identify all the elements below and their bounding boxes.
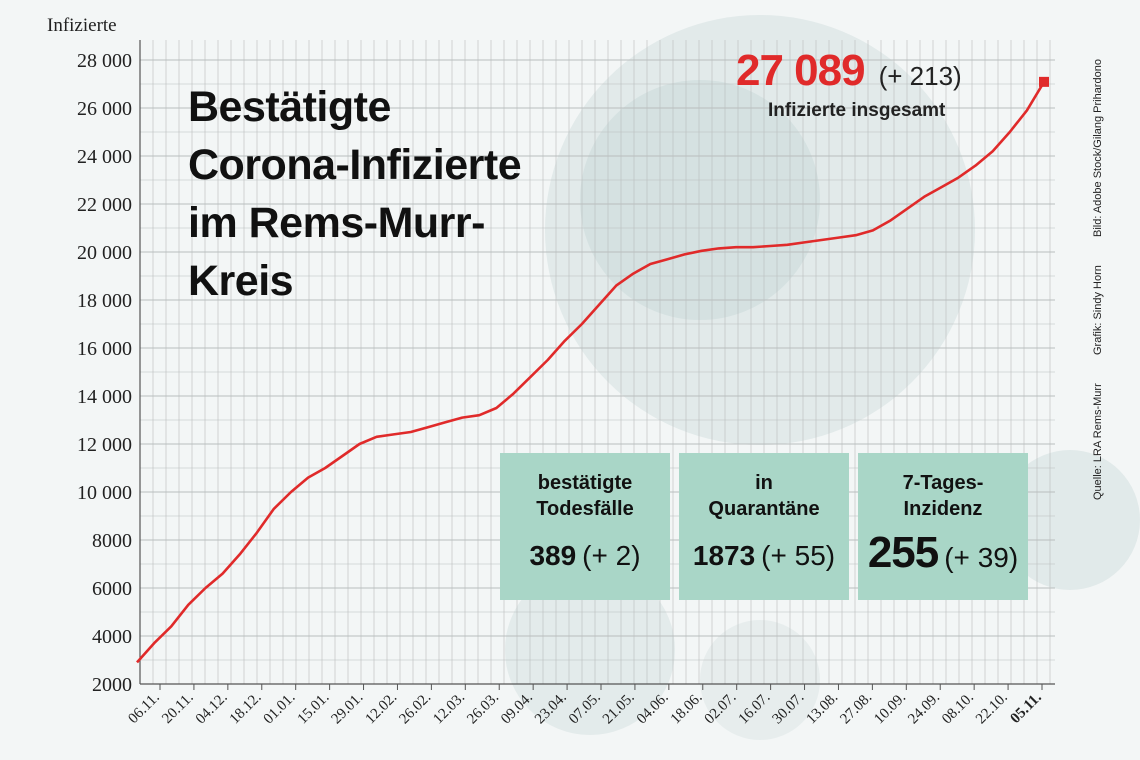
deaths-delta: (+ 2)	[582, 540, 641, 571]
incidence-value: 255	[867, 528, 939, 577]
total-value: 27 089	[736, 46, 866, 95]
x-tick-label: 27.08.	[837, 690, 875, 728]
source-credit: Quelle: LRA Rems-Murr	[1092, 383, 1104, 500]
quarantine-label: in Quarantäne	[679, 470, 849, 522]
deaths-label: bestätigte Todesfälle	[500, 470, 670, 522]
x-tick-label: 12.03.	[430, 690, 468, 728]
chart-title-line: im Rems-Murr-	[188, 199, 485, 247]
box-label-line: in	[755, 472, 773, 494]
chart-title-line: Kreis	[188, 257, 294, 305]
x-tick-label: 24.09.	[905, 690, 943, 728]
y-tick-label: 20 000	[77, 242, 132, 264]
last-point-marker	[1039, 76, 1049, 87]
box-label-line: 7-Tages-	[902, 472, 984, 494]
x-tick-label: 18.12.	[227, 690, 265, 728]
y-axis-title: Infizierte	[47, 15, 117, 36]
y-tick-label: 22 000	[77, 194, 132, 216]
graphic-credit: Grafik: Sindy Horn	[1092, 265, 1104, 355]
y-tick-label: 10 000	[77, 482, 132, 504]
y-tick-label: 12 000	[77, 434, 132, 456]
y-tick-label: 4000	[92, 626, 132, 648]
y-tick-label: 8000	[92, 530, 132, 552]
x-tick-label: 04.12.	[193, 690, 231, 728]
x-tick-label: 22.10.	[973, 690, 1011, 728]
deaths-box: bestätigte Todesfälle 389 (+ 2)	[500, 453, 670, 600]
total-label: Infizierte insgesamt	[768, 100, 946, 121]
y-tick-label: 18 000	[77, 290, 132, 312]
image-credit: Bild: Adobe Stock/Gilang Prihardono	[1092, 59, 1104, 237]
y-tick-label: 2000	[92, 674, 132, 696]
x-tick-label: 20.11.	[159, 690, 196, 727]
x-tick-label: 29.01.	[329, 690, 367, 728]
series-line	[136, 81, 1046, 664]
x-tick-label: 12.02.	[362, 690, 400, 728]
box-label-line: bestätigte	[537, 472, 633, 494]
incidence-delta: (+ 39)	[944, 542, 1019, 573]
x-tick-label: 08.10.	[939, 690, 977, 728]
x-tick-label: 15.01.	[295, 690, 333, 728]
y-tick-label: 14 000	[77, 386, 132, 408]
total-delta: (+ 213)	[878, 61, 962, 91]
quarantine-box: in Quarantäne 1873 (+ 55)	[679, 453, 849, 600]
incidence-box: 7-Tages- Inzidenz 255 (+ 39)	[858, 453, 1028, 600]
box-label-line: Todesfälle	[536, 498, 634, 520]
chart-title-line: Bestätigte	[188, 83, 391, 131]
x-tick-label: 18.06.	[668, 690, 706, 728]
x-tick-label: 05.11.	[1008, 689, 1045, 726]
x-tick-label: 26.02.	[396, 690, 434, 728]
x-tick-label: 01.01.	[261, 690, 299, 728]
x-tick-label: 10.09.	[871, 690, 909, 728]
box-label-line: Quarantäne	[708, 498, 820, 520]
total-annotation: 27 089 (+ 213)	[736, 46, 962, 96]
quarantine-value: 1873	[692, 540, 756, 571]
quarantine-delta: (+ 55)	[761, 540, 836, 571]
y-tick-label: 24 000	[77, 146, 132, 168]
y-tick-label: 6000	[92, 578, 132, 600]
chart-title-line: Corona-Infizierte	[188, 141, 522, 189]
chart-title: Bestätigte Corona-Infizierte im Rems-Mur…	[188, 78, 522, 310]
y-tick-label: 26 000	[77, 98, 132, 120]
box-label-line: Inzidenz	[903, 498, 983, 520]
y-tick-label: 16 000	[77, 338, 132, 360]
incidence-label: 7-Tages- Inzidenz	[858, 470, 1028, 522]
x-tick-label: 26.03.	[464, 690, 502, 728]
y-tick-label: 28 000	[77, 50, 132, 72]
deaths-value: 389	[529, 540, 577, 571]
virus-background-image	[505, 15, 1140, 740]
